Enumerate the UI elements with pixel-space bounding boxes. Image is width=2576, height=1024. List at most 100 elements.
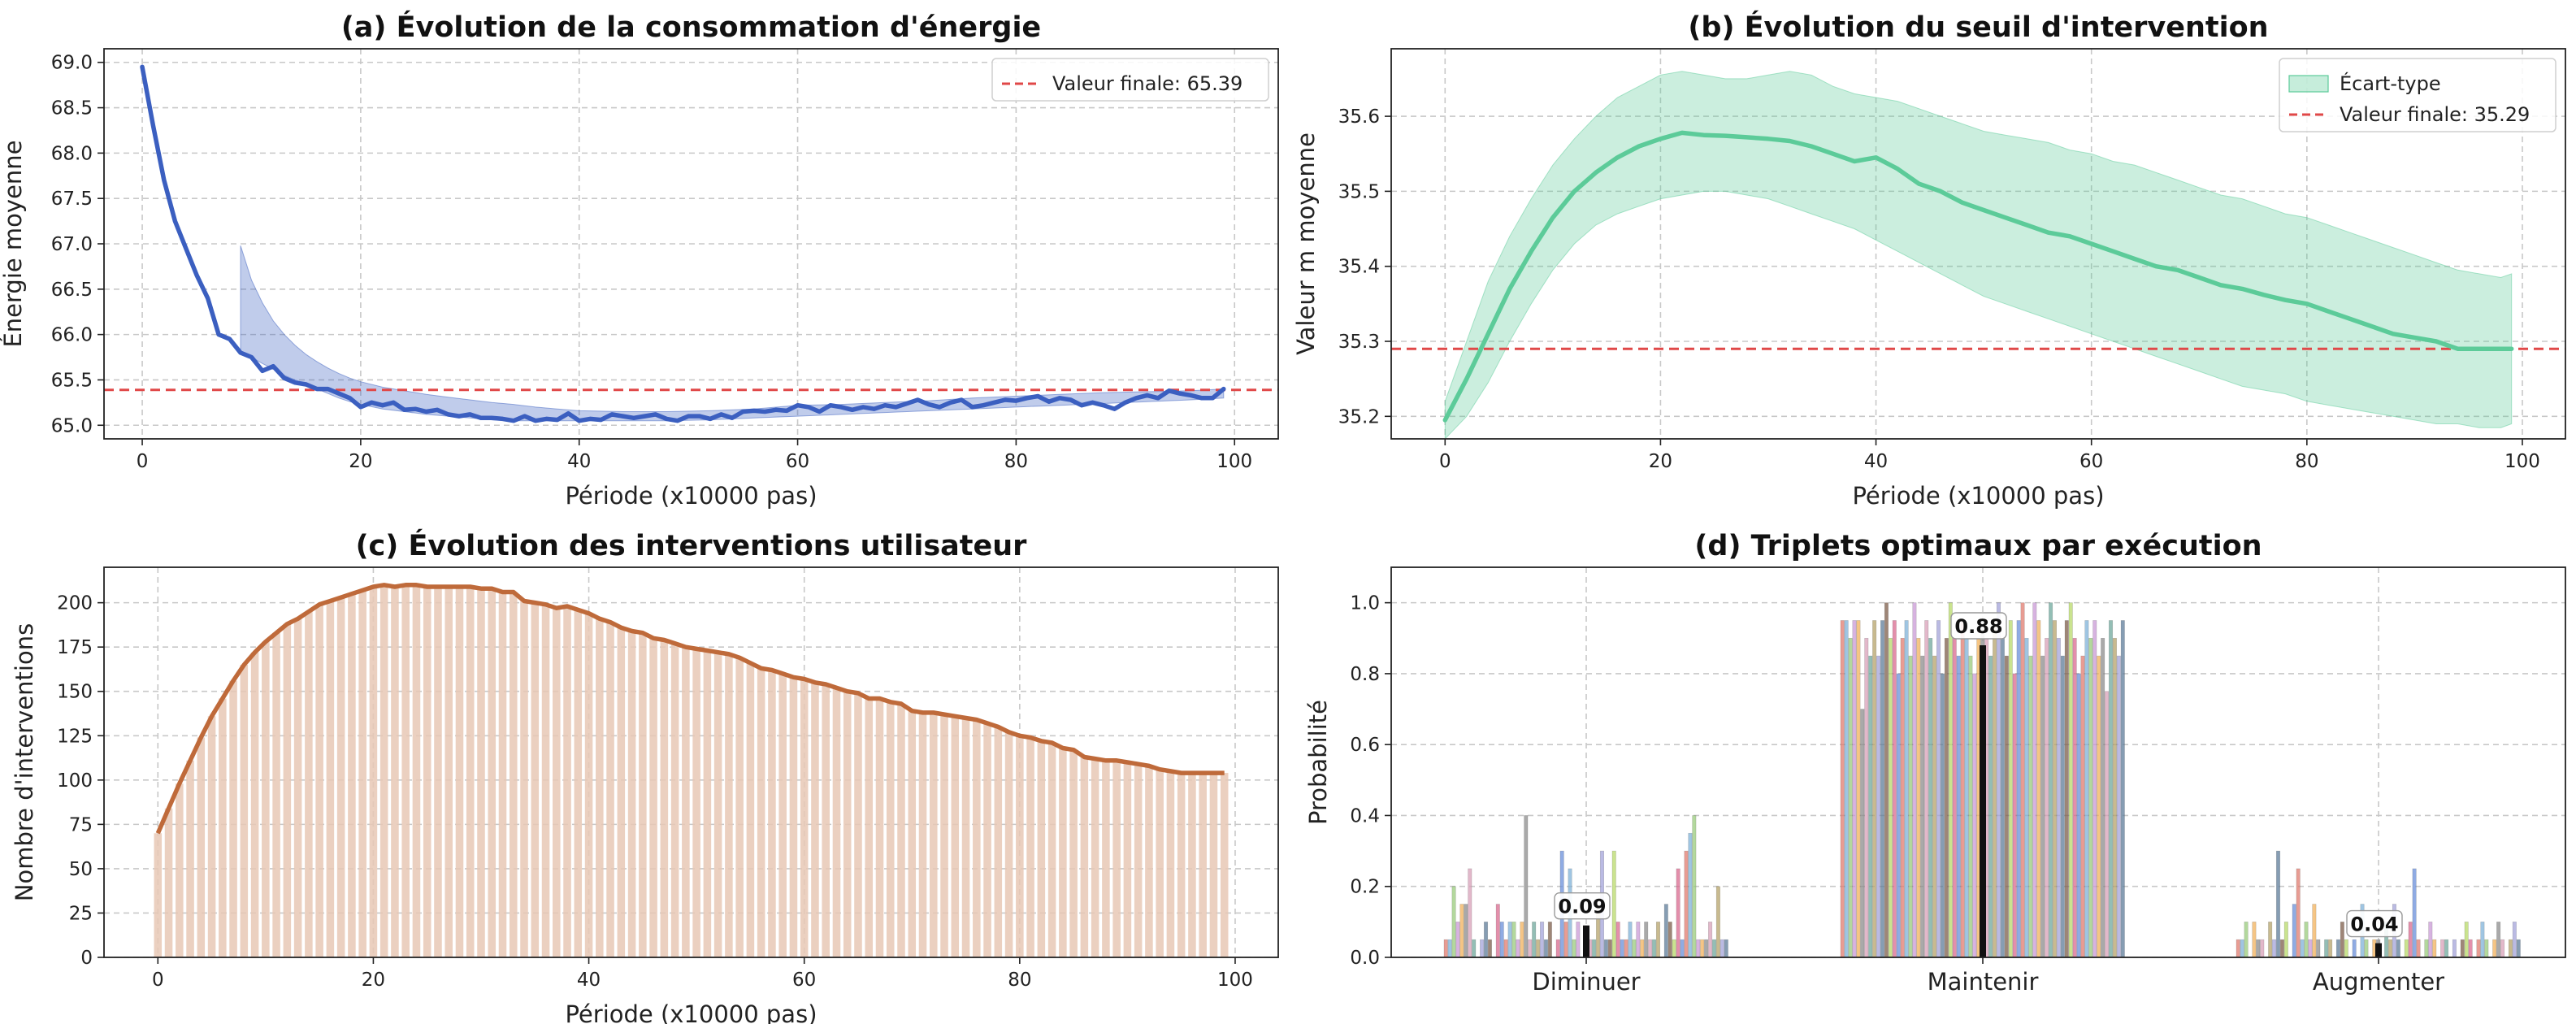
run-bar <box>2352 939 2357 958</box>
run-bar <box>2496 922 2501 958</box>
y-tick-label: 68.0 <box>51 143 93 164</box>
bar <box>369 587 378 957</box>
run-bar <box>2364 939 2369 958</box>
run-bar <box>2040 655 2045 958</box>
run-bar <box>2052 620 2058 958</box>
run-bar <box>1636 922 1641 958</box>
y-axis-label: Valeur m moyenne <box>1292 132 1320 355</box>
run-bar <box>2340 922 2344 958</box>
run-bar <box>2292 904 2296 958</box>
chart-title: (d) Triplets optimaux par exécution <box>1694 530 2262 562</box>
bar <box>219 698 227 957</box>
bar <box>778 673 787 957</box>
bar <box>1188 773 1196 957</box>
y-tick-label: 150 <box>57 682 93 703</box>
bar <box>639 632 647 957</box>
run-bar <box>2335 939 2340 958</box>
series-line <box>140 64 1226 423</box>
run-bar <box>2408 922 2413 958</box>
bar <box>918 712 927 957</box>
run-bar <box>1880 620 1885 958</box>
run-bar <box>2012 673 2017 958</box>
run-bar <box>1632 939 1637 958</box>
run-bar <box>1524 815 1529 958</box>
run-bar <box>2416 939 2421 958</box>
bar <box>336 597 345 957</box>
bar <box>746 662 755 957</box>
run-bar <box>2508 939 2513 958</box>
run-bar <box>1856 620 1861 958</box>
bar <box>930 712 938 957</box>
run-bar <box>1532 922 1537 958</box>
run-bar <box>1988 655 1993 958</box>
bar <box>207 716 216 957</box>
bar <box>886 701 895 957</box>
bar <box>445 587 453 957</box>
run-bar <box>1912 602 1917 958</box>
bar <box>606 622 614 957</box>
run-bar <box>2049 602 2053 958</box>
run-bar <box>1864 637 1869 958</box>
x-tick-label: 80 <box>1004 451 1028 472</box>
run-bar <box>2036 620 2041 958</box>
run-bar <box>1667 922 1672 958</box>
chart-title: (c) Évolution des interventions utilisat… <box>356 528 1028 562</box>
run-bar <box>2492 939 2497 958</box>
bar <box>811 682 819 957</box>
mean-label: 0.88 <box>1954 615 2002 638</box>
run-bar <box>1555 939 1560 958</box>
bar <box>584 613 593 957</box>
run-bar <box>2016 620 2021 958</box>
run-bar <box>1628 922 1633 958</box>
bar <box>1037 740 1046 957</box>
bar <box>951 716 960 957</box>
bar <box>1220 773 1229 957</box>
run-bar <box>1944 637 1949 958</box>
run-bar <box>1860 709 1865 958</box>
run-bar <box>1480 939 1485 958</box>
bar <box>1145 766 1153 957</box>
run-bar <box>2428 922 2433 958</box>
bar <box>940 714 948 957</box>
y-tick-label: 65.5 <box>51 370 93 391</box>
run-bar <box>1692 815 1697 958</box>
run-bar <box>1495 904 1500 958</box>
run-bar <box>1503 939 1508 958</box>
x-axis-label: Période (x10000 pas) <box>565 1000 817 1024</box>
run-bar <box>1592 939 1597 958</box>
run-bar <box>1603 939 1608 958</box>
bar <box>627 631 636 957</box>
run-bar <box>1720 939 1724 958</box>
y-tick-label: 125 <box>57 726 93 747</box>
x-tick-label: 80 <box>1008 970 1031 991</box>
bar <box>1080 757 1089 957</box>
run-bar <box>2296 868 2301 958</box>
y-tick-label: 35.5 <box>1338 181 1380 202</box>
y-tick-label: 0.6 <box>1350 735 1380 756</box>
bar <box>466 587 475 957</box>
run-bar <box>1543 939 1548 958</box>
y-tick-label: 35.2 <box>1338 406 1380 427</box>
run-bar <box>2300 939 2305 958</box>
x-tick-label: 40 <box>577 970 601 991</box>
run-bar <box>1652 939 1657 958</box>
run-bar <box>1615 922 1620 958</box>
trend-line <box>155 583 1225 835</box>
x-tick-label: 100 <box>1216 451 1252 472</box>
run-bar <box>2252 922 2257 958</box>
bar <box>262 641 270 957</box>
run-bar <box>2396 939 2400 958</box>
bar <box>1177 773 1186 957</box>
run-bar <box>2484 939 2489 958</box>
run-bar <box>1520 922 1524 958</box>
run-bar <box>1848 637 1853 958</box>
run-bar <box>1624 939 1628 958</box>
run-bar <box>1620 939 1624 958</box>
bar <box>401 584 410 957</box>
run-bar <box>1443 939 1448 958</box>
bar <box>1059 748 1067 957</box>
run-bar <box>2464 922 2469 958</box>
bar <box>961 718 970 957</box>
run-bar <box>1708 922 1713 958</box>
y-tick-label: 200 <box>57 593 93 614</box>
